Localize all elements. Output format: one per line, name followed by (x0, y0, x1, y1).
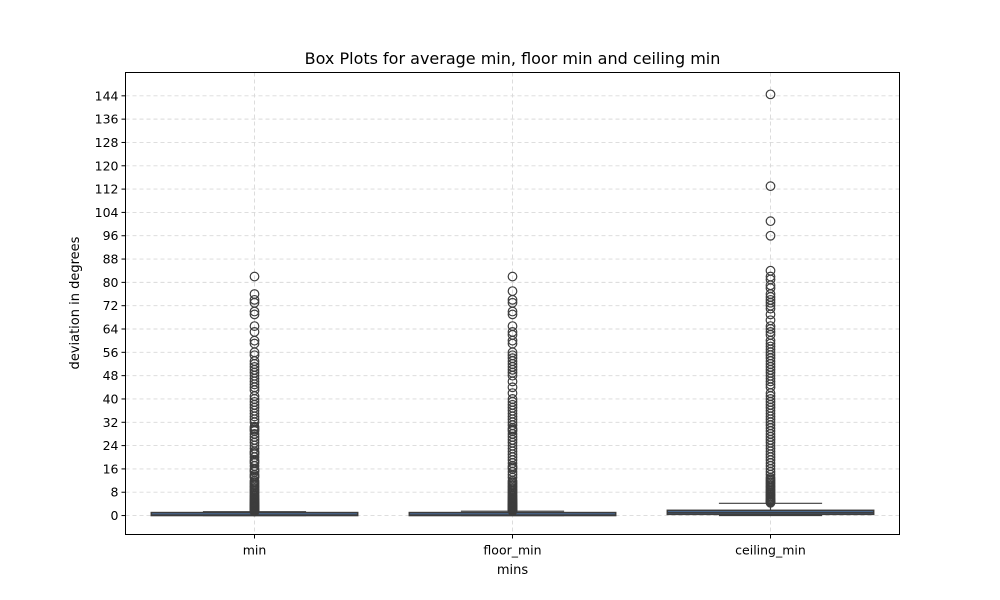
outlier-point (765, 327, 776, 337)
outlier-point (249, 396, 260, 407)
outlier-point (507, 382, 518, 393)
outlier-point (507, 353, 518, 364)
outlier-point (249, 294, 260, 305)
outlier-point (249, 327, 260, 337)
y-tick-label: 64 (103, 322, 119, 337)
outlier-point (765, 341, 776, 352)
x-tick-label: floor_min (483, 543, 541, 558)
outlier-point (765, 294, 776, 305)
outlier-point (249, 321, 260, 331)
y-tick-label: 112 (95, 182, 119, 197)
outlier-point (765, 394, 776, 404)
outlier-point (507, 271, 518, 282)
x-axis: min floor_min ceiling_min (243, 534, 806, 558)
y-tick-label: 128 (95, 135, 119, 150)
grid-lines (125, 72, 900, 535)
y-tick-label: 32 (103, 415, 119, 430)
y-tick-label: 136 (95, 112, 119, 127)
outlier-point (249, 271, 260, 282)
y-tick-label: 80 (103, 275, 119, 290)
y-tick-label: 0 (111, 508, 119, 523)
outlier-point (249, 429, 260, 439)
y-tick-label: 88 (103, 252, 119, 267)
outlier-point (249, 361, 260, 372)
y-tick-label: 120 (95, 158, 119, 173)
outlier-point (765, 181, 776, 192)
outlier-point (507, 394, 518, 404)
plot-area (150, 89, 875, 517)
outlier-point (765, 216, 776, 227)
chart-title: Box Plots for average min, floor min and… (305, 49, 721, 68)
y-tick-label: 72 (103, 298, 119, 313)
outlier-point (765, 265, 776, 276)
y-tick-label: 24 (103, 438, 119, 453)
y-axis-label: deviation in degrees (68, 236, 83, 369)
outlier-point (507, 399, 518, 410)
outlier-point (249, 309, 260, 320)
outlier-point (507, 321, 518, 331)
x-tick-label: ceiling_min (735, 543, 806, 558)
x-axis-label: mins (497, 563, 529, 578)
outlier-point (765, 89, 776, 100)
outlier-point (765, 271, 776, 282)
y-tick-label: 144 (95, 88, 119, 103)
x-tick-label: min (243, 543, 267, 558)
outlier-point (507, 388, 518, 399)
outlier-point (765, 230, 776, 241)
outlier-point (249, 350, 260, 361)
outlier-point (249, 421, 260, 432)
outlier-point (765, 315, 776, 326)
outlier-point (507, 297, 518, 308)
outlier-point (249, 338, 260, 349)
y-axis: 0 8 16 24 32 40 48 56 64 72 80 88 96 104 112 120 128 136 1… (95, 88, 126, 523)
y-tick-label: 104 (95, 205, 119, 220)
outlier-point (507, 286, 518, 297)
y-tick-label: 56 (103, 345, 119, 360)
outlier-point (249, 289, 260, 299)
y-tick-label: 40 (103, 391, 119, 406)
y-tick-label: 48 (103, 368, 119, 383)
outlier-point (507, 309, 518, 320)
y-tick-label: 96 (103, 228, 119, 243)
outlier-point (507, 350, 518, 361)
outlier-point (507, 327, 518, 337)
y-tick-label: 8 (111, 485, 119, 500)
y-tick-label: 16 (103, 461, 119, 476)
outlier-point (765, 321, 776, 331)
